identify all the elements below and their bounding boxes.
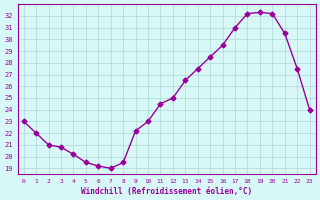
X-axis label: Windchill (Refroidissement éolien,°C): Windchill (Refroidissement éolien,°C) <box>81 187 252 196</box>
